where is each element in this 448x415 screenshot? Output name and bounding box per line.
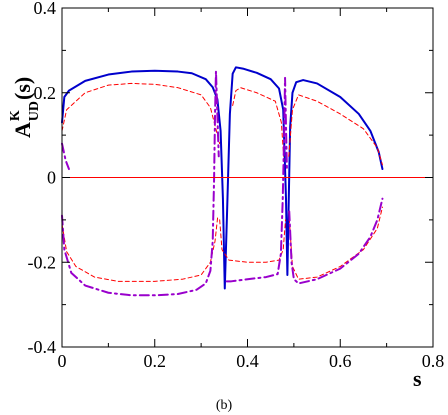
figure-caption: (b): [216, 398, 233, 413]
y-label-base: A: [10, 122, 35, 138]
y-tick-label: 0.4: [34, 0, 57, 18]
y-label-subscript: UD: [27, 101, 42, 121]
series-2-segment-1: [61, 142, 70, 171]
x-tick-label: 0.8: [422, 351, 445, 371]
y-label-suffix: (s): [10, 77, 35, 100]
y-axis-label: AK UD(s): [8, 77, 42, 138]
x-tick-label: 0.4: [236, 351, 259, 371]
series-2-segment-0: [61, 70, 220, 297]
series-1-segment-1: [219, 219, 287, 263]
x-tick-label: 0: [58, 351, 67, 371]
x-axis-label: s: [413, 366, 422, 391]
series-1-segment-3: [288, 94, 383, 166]
y-label-superscript: K: [8, 110, 23, 121]
series-0-segment-0: [61, 66, 384, 290]
x-tick-label: 0.2: [144, 351, 167, 371]
y-tick-label: -0.2: [28, 252, 57, 272]
series-1-segment-2: [232, 87, 285, 157]
series-1-segment-5: [288, 206, 383, 280]
x-tick-label: 0.6: [329, 351, 352, 371]
y-tick-label: 0: [47, 168, 56, 188]
y-tick-label: -0.4: [28, 337, 57, 357]
y-tick-label: 0.2: [34, 83, 57, 103]
ticks-layer: 0 0.2 0.4 0.6 0.8 -0.4 -0.2 0 0.2 0.4: [28, 0, 445, 371]
series-1-segment-0: [61, 82, 221, 145]
series-layer: [61, 66, 434, 297]
series-1-segment-4: [61, 215, 219, 282]
series-2-segment-3: [288, 197, 384, 285]
series-2-segment-2: [225, 76, 288, 283]
